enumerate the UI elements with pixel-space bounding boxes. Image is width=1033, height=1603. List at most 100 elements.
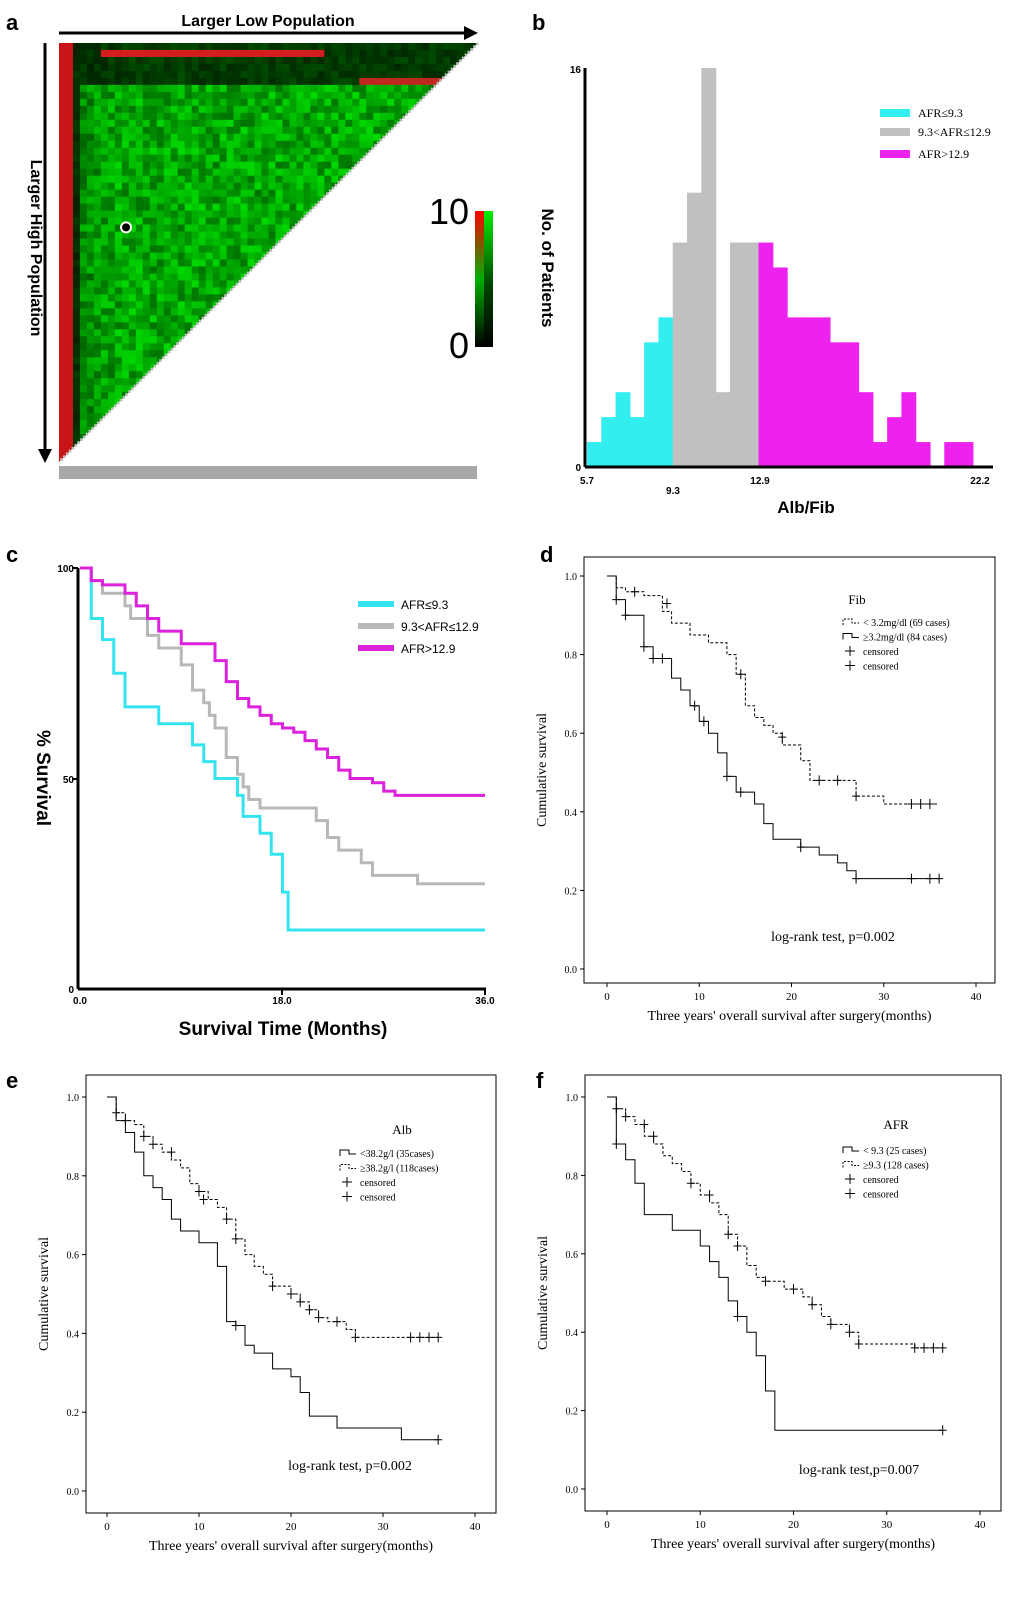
heatmap-cell — [156, 259, 165, 267]
heatmap-cell — [205, 203, 214, 212]
heatmap-cell — [226, 140, 235, 149]
heatmap-cell — [177, 217, 186, 226]
heatmap-cell — [170, 119, 179, 128]
heatmap-cell — [366, 91, 374, 100]
heatmap-cell — [170, 322, 179, 330]
histogram-bar — [629, 417, 645, 467]
heatmap-cell — [226, 259, 235, 267]
heatmap-cell — [191, 70, 200, 79]
heatmap-cell — [387, 63, 395, 72]
heatmap-cell — [135, 105, 144, 114]
heatmap-cell — [114, 70, 123, 79]
heatmap-cell — [310, 140, 318, 149]
heatmap-cell — [345, 49, 353, 58]
heatmap-cell — [366, 112, 374, 121]
heatmap-cell — [254, 98, 263, 107]
heatmap-cell — [59, 133, 67, 142]
heatmap-cell — [93, 70, 102, 79]
heatmap-cell — [149, 105, 158, 114]
heatmap-cell — [86, 364, 95, 372]
heatmap-cell — [282, 154, 290, 163]
heatmap-cell — [177, 308, 186, 316]
heatmap-cell — [317, 168, 325, 177]
heatmap-cell — [156, 133, 165, 142]
heatmap-cell — [198, 287, 207, 295]
heatmap-cell — [142, 189, 151, 198]
heatmap-cell — [198, 140, 207, 149]
censor-mark — [854, 1338, 863, 1349]
censor-mark — [690, 700, 699, 711]
heatmap-cell — [247, 147, 256, 156]
heatmap-cell — [317, 84, 325, 93]
heatmap-cell — [93, 364, 102, 372]
heatmap-cell — [170, 231, 179, 240]
heatmap-cell — [240, 84, 249, 93]
heatmap-cell — [268, 84, 276, 93]
x-axis-label: Three years' overall survival after surg… — [651, 1537, 935, 1552]
heatmap-cell — [338, 112, 346, 121]
heatmap-cell — [233, 245, 242, 253]
heatmap-cell — [93, 126, 102, 135]
heatmap-cell — [324, 49, 332, 58]
heatmap-cell — [156, 287, 165, 295]
legend-label: censored — [863, 662, 899, 673]
heatmap-cell — [114, 252, 123, 260]
heatmap-cell — [436, 43, 444, 51]
heatmap-cell — [149, 301, 158, 309]
heatmap-cell — [135, 322, 144, 330]
heatmap-cell — [142, 357, 151, 365]
heatmap-cell — [65, 112, 74, 121]
heatmap-cell — [149, 161, 158, 170]
heatmap-cell — [205, 84, 214, 93]
heatmap-cell — [324, 133, 332, 142]
heatmap-cell — [254, 182, 263, 191]
heatmap-cell — [65, 217, 74, 226]
heatmap-cell — [303, 133, 311, 142]
heatmap-cell — [59, 168, 67, 177]
heatmap-cell — [170, 217, 179, 226]
heatmap-cell — [422, 63, 430, 72]
heatmap-cell — [261, 112, 269, 121]
heatmap-cell — [191, 154, 200, 163]
logrank-annotation: log-rank test,p=0.007 — [799, 1463, 919, 1478]
heatmap-cell — [205, 154, 214, 163]
heatmap-cell — [86, 140, 95, 149]
heatmap-cell — [324, 147, 332, 156]
heatmap-cell — [359, 56, 367, 65]
heatmap-cell — [72, 385, 81, 393]
heatmap-cell — [191, 252, 200, 260]
heatmap-cell — [107, 63, 116, 72]
heatmap-cell — [86, 43, 95, 51]
heatmap-cell — [65, 224, 74, 233]
heatmap-cell — [254, 56, 263, 65]
heatmap-cell — [149, 231, 158, 240]
heatmap-cell — [135, 56, 144, 65]
heatmap-cell — [114, 49, 123, 58]
heatmap-cell — [310, 84, 318, 93]
heatmap-cell — [86, 203, 95, 212]
heatmap-cell — [114, 203, 123, 212]
censor-mark — [705, 1190, 714, 1200]
survival-curve-c-1 — [80, 566, 485, 886]
heatmap-cell — [114, 147, 123, 156]
heatmap-cell — [121, 203, 130, 212]
heatmap-cell — [128, 364, 137, 372]
heatmap-cell — [184, 308, 193, 316]
heatmap-cell — [198, 301, 207, 309]
heatmap-cell — [289, 175, 297, 184]
heatmap-cell — [198, 189, 207, 198]
censor-mark — [929, 1342, 938, 1353]
heatmap-cell — [254, 245, 263, 253]
heatmap-cell — [59, 161, 67, 170]
heatmap-cell — [429, 43, 437, 51]
heatmap-cell — [107, 322, 116, 330]
heatmap-cell — [142, 56, 151, 65]
heatmap-cell — [303, 98, 311, 107]
heatmap-cell — [184, 112, 193, 121]
heatmap-cell — [191, 140, 200, 149]
heatmap-cell — [121, 140, 130, 149]
heatmap-cell — [170, 315, 179, 323]
heatmap-cell — [387, 56, 395, 65]
x-tick-label: 40 — [975, 1519, 987, 1531]
heatmap-cell — [233, 133, 242, 142]
